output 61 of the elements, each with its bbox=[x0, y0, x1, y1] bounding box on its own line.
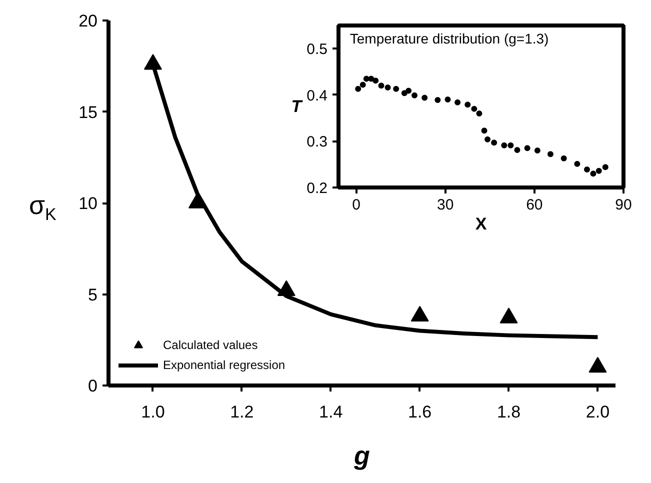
point bbox=[434, 97, 441, 104]
point bbox=[368, 76, 374, 82]
x-tick-label: 1.8 bbox=[496, 402, 521, 422]
y-tick-label: 0.2 bbox=[306, 180, 328, 197]
point bbox=[491, 140, 498, 146]
point bbox=[584, 166, 590, 172]
point bbox=[560, 155, 567, 162]
point bbox=[514, 147, 520, 154]
y-tick-label: 0.4 bbox=[306, 87, 328, 104]
y-tick-label: 0.3 bbox=[306, 134, 328, 151]
x-axis-title: X bbox=[475, 214, 488, 234]
legend-label: Exponential regression bbox=[163, 358, 286, 372]
point bbox=[500, 308, 518, 324]
x-axis-title: g bbox=[353, 440, 370, 470]
point bbox=[481, 128, 488, 134]
y-tick-label: 20 bbox=[78, 12, 98, 30]
point bbox=[588, 356, 607, 373]
point bbox=[471, 106, 478, 112]
x-tick-label: 1.2 bbox=[230, 402, 254, 422]
point bbox=[501, 142, 508, 148]
point bbox=[401, 90, 408, 96]
point bbox=[476, 110, 482, 116]
point bbox=[547, 151, 554, 158]
point bbox=[410, 306, 429, 322]
point bbox=[596, 168, 602, 174]
point bbox=[355, 86, 362, 92]
point bbox=[444, 96, 451, 103]
x-tick-label: 1.0 bbox=[141, 402, 165, 422]
point bbox=[406, 88, 412, 94]
chart-title: Temperature distribution (g=1.3) bbox=[350, 30, 549, 46]
x-tick-label: 0 bbox=[352, 196, 360, 214]
point bbox=[602, 164, 608, 170]
point bbox=[412, 92, 418, 98]
point bbox=[508, 142, 514, 148]
x-tick-label: 30 bbox=[437, 196, 454, 214]
y-axis-title: σ$_{K}$ bbox=[29, 189, 56, 226]
x-tick-label: 1.6 bbox=[408, 402, 432, 422]
y-tick-label: 0 bbox=[88, 376, 98, 396]
point bbox=[534, 147, 540, 154]
point bbox=[422, 94, 428, 101]
point bbox=[464, 102, 471, 108]
y-tick-label: 5 bbox=[88, 285, 98, 304]
y-tick-label: 15 bbox=[78, 102, 98, 122]
point bbox=[484, 136, 491, 142]
point bbox=[393, 86, 400, 92]
y-axis-title: T bbox=[291, 97, 304, 116]
x-tick-label: 90 bbox=[615, 196, 632, 214]
point bbox=[574, 160, 580, 167]
point bbox=[378, 82, 384, 89]
y-tick-label: 0.5 bbox=[306, 41, 328, 58]
x-tick-label: 2.0 bbox=[586, 402, 610, 422]
point bbox=[384, 84, 391, 91]
point bbox=[524, 145, 530, 152]
x-tick-label: 60 bbox=[526, 196, 543, 214]
point bbox=[454, 99, 461, 106]
point bbox=[590, 170, 596, 177]
legend-label: Calculated values bbox=[163, 338, 258, 352]
y-tick-label: 10 bbox=[78, 194, 98, 213]
x-tick-label: 1.4 bbox=[319, 402, 343, 422]
point bbox=[360, 82, 366, 88]
point bbox=[372, 78, 379, 84]
